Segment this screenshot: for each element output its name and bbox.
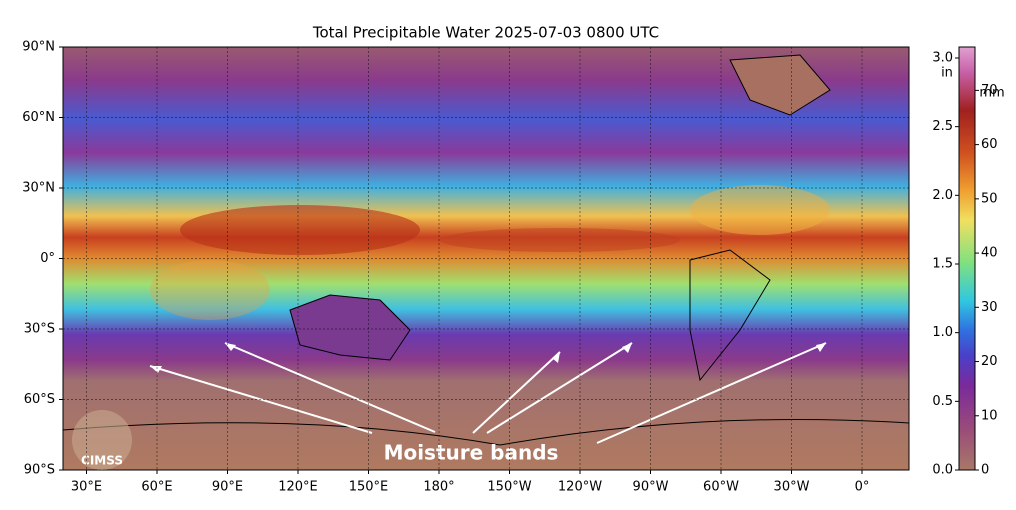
mm-tick-label: 0 — [981, 463, 989, 478]
logo-text: CIMSS — [81, 454, 123, 468]
mm-tick-label: 60 — [981, 137, 998, 152]
lat-label: 60°N — [22, 110, 55, 125]
lon-label: 30°W — [774, 480, 810, 495]
map-imagery — [62, 46, 910, 471]
lon-label: 60°E — [141, 480, 172, 495]
in-tick-label: 0.0 — [932, 463, 953, 478]
mm-tick-label: 50 — [981, 191, 998, 206]
lat-label: 90°N — [22, 40, 55, 55]
mm-tick-label: 10 — [981, 408, 998, 423]
lon-label: 0° — [855, 480, 870, 495]
lon-label: 120°W — [558, 480, 602, 495]
lon-label: 90°E — [212, 480, 243, 495]
colorbar-mm-label: mm — [979, 86, 1004, 101]
lat-label: 90°S — [24, 463, 55, 478]
annotation: Moisture bands — [384, 441, 559, 465]
mm-tick-label: 40 — [981, 246, 998, 261]
in-tick-label: 0.5 — [932, 394, 953, 409]
in-tick-label: 1.0 — [932, 325, 953, 340]
colorbar-in-label: in — [941, 66, 953, 81]
lat-label: 30°S — [24, 322, 55, 337]
in-tick-label: 2.5 — [932, 119, 953, 134]
mm-tick-label: 70 — [981, 83, 998, 98]
logo: CIMSS — [72, 410, 132, 470]
lon-label: 90°W — [633, 480, 669, 495]
lon-label: 150°W — [487, 480, 531, 495]
lat-label: 60°S — [24, 392, 55, 407]
in-tick-label: 2.0 — [932, 188, 953, 203]
lon-label: 30°E — [71, 480, 102, 495]
in-tick-label: 3.0 — [932, 50, 953, 65]
lon-label: 120°E — [278, 480, 318, 495]
mm-tick-label: 30 — [981, 300, 998, 315]
title: Total Precipitable Water 2025-07-03 0800… — [312, 24, 659, 42]
annotation-arrows — [149, 342, 827, 444]
lon-label: 180° — [423, 480, 454, 495]
lat-label: 0° — [40, 251, 55, 266]
colorbar — [958, 46, 976, 471]
lon-label: 60°W — [703, 480, 739, 495]
lat-label: 30°N — [22, 181, 55, 196]
mm-tick-label: 20 — [981, 354, 998, 369]
lon-label: 150°E — [349, 480, 389, 495]
in-tick-label: 1.5 — [932, 256, 953, 271]
